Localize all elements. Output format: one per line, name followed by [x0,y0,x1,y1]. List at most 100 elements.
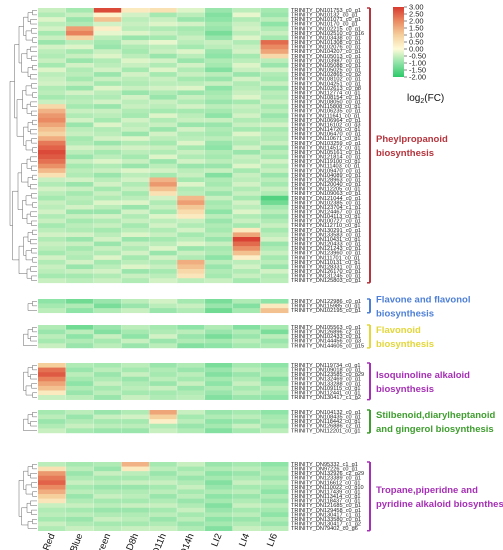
heatmap-cell [177,218,206,224]
row-label: TRINITY_DN112441_c0_g1 [291,390,361,396]
heatmap-cell [121,521,150,527]
heatmap-cell [204,428,233,434]
heatmap-cell [232,17,261,23]
heatmap-cell [177,363,206,368]
heatmap-cell [232,195,261,201]
heatmap-cell [177,58,206,64]
heatmap-cell [149,204,178,210]
heatmap-cell [149,381,178,387]
heatmap-cell [232,390,261,396]
row-label: TRINITY_DN130417_c1_g1 [291,512,361,518]
column-label: LD14h [176,532,197,550]
heatmap-cell [38,53,67,59]
heatmap-cell [204,512,233,518]
heatmap-cell [121,140,150,146]
dendrogram-branch [26,48,32,59]
heatmap-cell [38,168,67,174]
heatmap-cell [38,503,67,509]
heatmap-cell [121,209,150,215]
heatmap-cell [38,334,67,340]
heatmap-cell [38,484,67,490]
heatmap-cell [177,122,206,128]
row-label: TRINITY_DN114512_c0_g1 [291,145,361,151]
heatmap-cell [121,498,150,504]
heatmap-cell [149,273,178,279]
heatmap-cell [65,512,94,518]
heatmap-cell [204,26,233,32]
dendrogram-branch [23,418,37,431]
heatmap-cell [260,131,289,137]
heatmap-cell [38,372,67,378]
heatmap-cell [121,108,150,114]
dendrogram-branch [31,482,37,488]
heatmap-cell [121,250,150,256]
heatmap-cell [38,76,67,82]
heatmap-cell [177,521,206,527]
heatmap-cell [204,145,233,151]
heatmap-cell [204,498,233,504]
heatmap-cell [204,227,233,233]
heatmap-cell [38,154,67,160]
row-label: TRINITY_DN116612_c0_g1 [291,480,361,486]
heatmap-cell [93,62,122,68]
heatmap-cell [38,30,67,36]
row-label: TRINITY_DN123960_c0_g1 [291,251,361,257]
heatmap-cell [204,246,233,252]
heatmap-cell [121,269,150,274]
heatmap-cell [177,85,206,91]
heatmap-cell [149,489,178,495]
heatmap-cell [177,343,206,349]
heatmap-cell [38,489,67,495]
row-label: TRINITY_DN115808_c0_g1 [291,104,361,110]
heatmap-cell [232,62,261,68]
heatmap-cell [260,503,289,509]
heatmap-cell [65,182,94,187]
heatmap-cell [93,367,122,373]
heatmap-cell [260,303,289,309]
heatmap-cell [38,136,67,142]
heatmap-cell [260,99,289,105]
heatmap-cell [232,419,261,425]
heatmap-cell [65,40,94,45]
heatmap-cell [65,163,94,169]
heatmap-cell [149,209,178,215]
heatmap-cell [149,35,178,41]
heatmap-cell [38,204,67,210]
dendrogram-branch [32,174,37,180]
heatmap-cell [232,521,261,527]
heatmap-cell [149,122,178,128]
heatmap-cell [93,462,122,467]
heatmap-cell [65,264,94,270]
heatmap-group [38,410,289,434]
heatmap-cell [149,191,178,197]
heatmap-cell [232,372,261,378]
heatmap-cell [260,21,289,27]
heatmap-cell [121,376,150,382]
heatmap-cell [38,241,67,247]
heatmap-cell [93,334,122,340]
row-label: TRINITY_DN111403_c0_g1 [291,164,360,170]
heatmap-cell [38,395,67,400]
heatmap-cell [232,494,261,499]
heatmap-cell [121,195,150,201]
heatmap-cell [38,255,67,261]
heatmap-cell [93,95,122,100]
heatmap-cell [93,273,122,279]
dendrogram-branch [30,74,37,80]
row-label: TRINITY_DN130417_c1_g2 [291,395,361,401]
row-label: TRINITY_DN121814_c0_g1 [291,155,361,161]
heatmap-cell [65,419,94,425]
heatmap-cell [260,163,289,169]
heatmap-cell [149,507,178,513]
heatmap-cell [149,334,178,340]
heatmap-cell [93,264,122,270]
heatmap-cell [149,145,178,151]
dendrogram-branch [32,37,37,43]
heatmap-cell [177,367,206,373]
heatmap-cell [260,186,289,192]
heatmap-cell [232,172,261,178]
heatmap-cell [65,204,94,210]
row-label: TRINITY_DN126170_c0_g1 [291,269,361,275]
heatmap-cell [232,475,261,481]
heatmap-cell [93,299,122,304]
